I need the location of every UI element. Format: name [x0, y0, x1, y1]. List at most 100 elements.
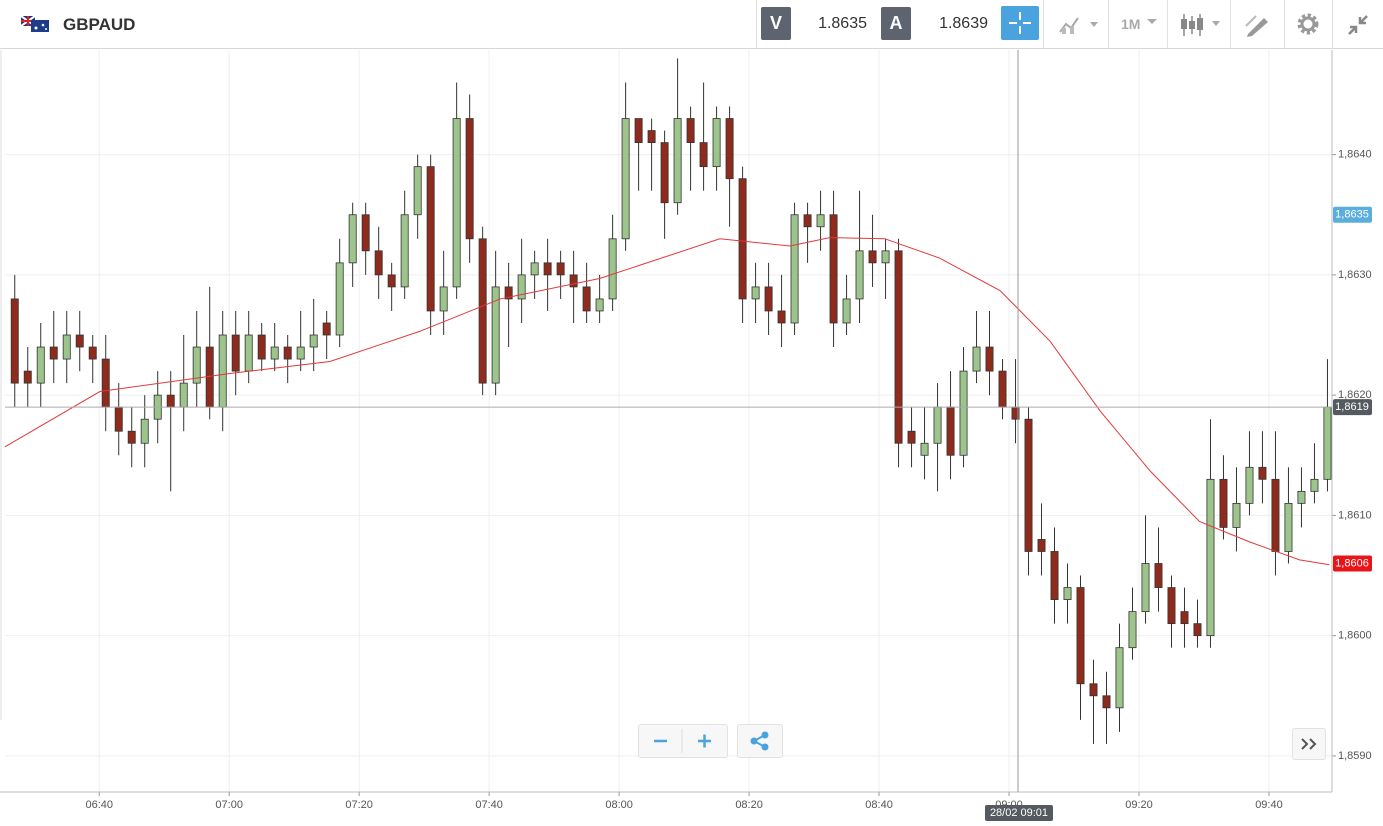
candle-body	[868, 250, 877, 264]
candle-body	[270, 346, 279, 360]
zoom-controls	[638, 724, 728, 758]
candle-body	[231, 334, 240, 372]
candle-body	[1219, 478, 1228, 528]
candle-body	[1271, 478, 1280, 552]
candle-body	[556, 262, 565, 276]
share-button[interactable]	[737, 724, 783, 758]
x-tick-label: 08:20	[735, 799, 763, 811]
candle-body	[452, 118, 461, 288]
candle-body	[439, 286, 448, 312]
chart-type-button[interactable]	[1058, 14, 1102, 36]
candle-body	[1089, 683, 1098, 697]
candle-body	[699, 142, 708, 168]
x-tick-label: 07:40	[475, 799, 503, 811]
candle-body	[816, 214, 825, 228]
candle-body	[192, 346, 201, 384]
candle-body	[465, 118, 474, 240]
candle-body	[361, 214, 370, 252]
candle-body	[946, 406, 955, 456]
candle-body	[829, 214, 838, 324]
candle-body	[608, 238, 617, 300]
candle-body	[790, 214, 799, 324]
candle-body	[634, 118, 643, 143]
candle-body	[881, 250, 890, 264]
candle-body	[1284, 502, 1293, 552]
y-tick-label: 1,8640	[1338, 149, 1372, 161]
price-marker-label: 1,8635	[1335, 209, 1369, 221]
candle-body	[49, 346, 58, 360]
candle-body	[88, 346, 97, 360]
candle-body	[244, 334, 253, 372]
candle-body	[75, 334, 84, 348]
candle-body	[530, 262, 539, 276]
candle-body	[569, 274, 578, 288]
candle-body	[1037, 539, 1046, 552]
draw-button[interactable]	[1244, 12, 1272, 38]
candle-body	[985, 346, 994, 372]
candle-body	[1180, 611, 1189, 625]
candle-body	[855, 250, 864, 300]
candle-body	[972, 346, 981, 372]
candle-body	[998, 370, 1007, 408]
candle-body	[62, 334, 71, 360]
candle-body	[23, 370, 32, 384]
candle-body	[1193, 623, 1202, 637]
candle-body	[1258, 466, 1267, 480]
candle-body	[491, 286, 500, 384]
candle-body	[1102, 695, 1111, 709]
crosshair-button[interactable]	[1001, 6, 1039, 40]
candle-body	[1310, 478, 1319, 492]
candle-body	[803, 214, 812, 228]
candle-body	[933, 406, 942, 444]
candle-body	[1128, 611, 1137, 649]
price-marker	[1333, 206, 1372, 223]
candle-body	[1063, 587, 1072, 600]
crosshair-label: 28/02 09:01	[990, 807, 1048, 819]
timeframe-button[interactable]: 1M	[1121, 16, 1141, 32]
candle-body	[751, 286, 760, 300]
sell-button[interactable]: V	[761, 7, 791, 40]
candle-body	[582, 286, 591, 312]
timeframe-caret	[1147, 19, 1157, 24]
toolbar: GBPAUD V 1.8635 A 1.8639 1M	[0, 0, 1383, 49]
collapse-button[interactable]	[1346, 13, 1370, 37]
candle-body	[686, 118, 695, 143]
zoom-in[interactable]	[698, 734, 711, 748]
x-tick-label: 08:40	[865, 799, 893, 811]
y-tick-label: 1,8630	[1338, 269, 1372, 281]
scroll-right-button[interactable]	[1292, 728, 1326, 760]
candle-body	[1232, 502, 1241, 528]
candle-body	[1024, 418, 1033, 552]
settings-button[interactable]	[1296, 12, 1320, 36]
candle-body	[777, 310, 786, 324]
candle-body	[959, 370, 968, 456]
y-tick-label: 1,8600	[1338, 630, 1372, 642]
candle-body	[543, 262, 552, 276]
zoom-icons	[654, 729, 711, 753]
candle-body	[322, 322, 331, 336]
buy-button[interactable]: A	[881, 7, 911, 40]
x-tick-label: 09:40	[1255, 799, 1283, 811]
candle-body	[10, 298, 19, 384]
candle-body	[257, 334, 266, 360]
symbol: GBPAUD	[63, 15, 136, 34]
candle-body	[1167, 587, 1176, 625]
candle-body	[1154, 563, 1163, 588]
candle-body	[478, 238, 487, 384]
candle-body	[374, 250, 383, 276]
candle-body	[504, 286, 513, 300]
candle-body	[920, 442, 929, 456]
candle-body	[764, 286, 773, 312]
flag-icon	[21, 16, 49, 32]
y-tick-label: 1,8590	[1338, 750, 1372, 762]
candle-body	[348, 214, 357, 264]
y-tick-label: 1,8610	[1338, 509, 1372, 521]
candle-type-button[interactable]	[1180, 12, 1224, 38]
price-marker	[1333, 555, 1372, 572]
price-marker	[1333, 399, 1372, 416]
candle-body	[1206, 478, 1215, 637]
candle-body	[660, 142, 669, 204]
x-tick-label: 08:00	[605, 799, 633, 811]
price-marker-label: 1,8619	[1335, 401, 1369, 413]
candle-body	[413, 166, 422, 216]
